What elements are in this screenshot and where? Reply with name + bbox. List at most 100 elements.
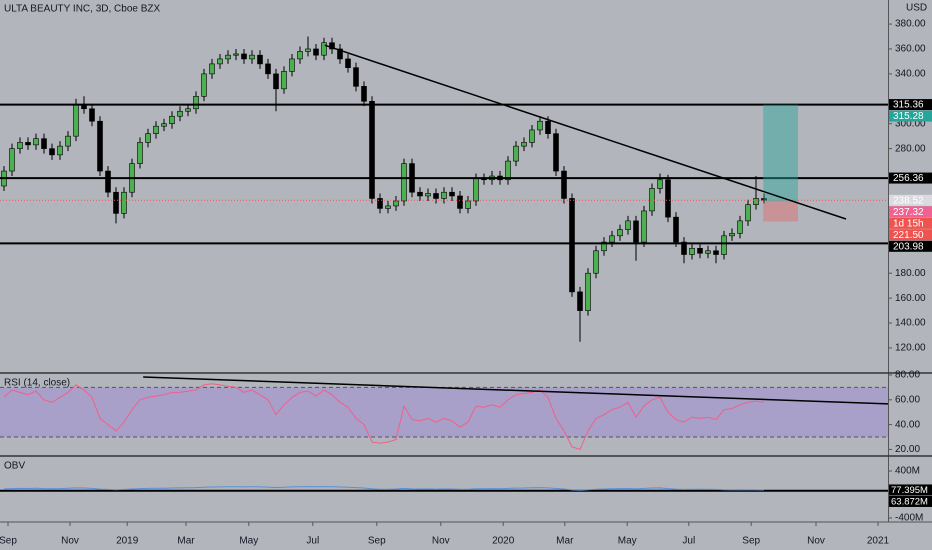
position-profit	[763, 104, 798, 202]
candle-body	[393, 200, 399, 207]
y-tick-label: -400M	[895, 513, 923, 524]
candle-body	[41, 138, 47, 149]
candle-body	[401, 163, 407, 202]
obv-badge-label: 63.872M	[891, 496, 928, 507]
candle-body	[201, 73, 207, 97]
candle-body	[529, 129, 535, 143]
x-tick-label: Nov	[61, 536, 79, 547]
candle-body	[89, 108, 95, 122]
y-tick-label: 20.00	[895, 444, 920, 455]
candle-body	[577, 291, 583, 311]
candle-body	[345, 58, 351, 68]
rsi-line	[3, 383, 765, 451]
price-badge	[889, 172, 932, 184]
candle-body	[585, 272, 591, 311]
candle-body	[761, 198, 767, 201]
price-badge	[889, 240, 932, 252]
candle-body	[329, 42, 335, 50]
candle-body	[185, 108, 191, 112]
y-tick-label: 60.00	[895, 394, 920, 405]
x-tick-label: Mar	[556, 536, 574, 547]
candle-body	[625, 220, 631, 230]
obv-badge	[889, 495, 932, 507]
candle-body	[385, 205, 391, 209]
price-badge	[889, 206, 932, 218]
price-badge	[889, 194, 932, 206]
trendline	[324, 44, 847, 220]
x-tick-label: Jul	[682, 536, 695, 547]
y-tick-label: 300.00	[895, 118, 926, 129]
x-tick-label: Sep	[368, 536, 386, 547]
candle-body	[265, 63, 271, 75]
candle-body	[273, 73, 279, 90]
y-tick-label: 280.00	[895, 143, 926, 154]
candle-body	[593, 250, 599, 274]
candle-body	[513, 145, 519, 162]
candle-body	[289, 58, 295, 72]
candle-body	[105, 170, 111, 193]
candle-body	[569, 198, 575, 293]
y-tick-label: 160.00	[895, 293, 926, 304]
x-tick-label: Sep	[0, 536, 17, 547]
y-tick-label: 140.00	[895, 318, 926, 329]
candle-body	[609, 235, 615, 243]
obv-line	[3, 486, 765, 491]
x-tick-label: Nov	[432, 536, 450, 547]
candle-body	[657, 179, 663, 189]
candle-body	[633, 220, 639, 243]
rsi-title: RSI (14, close)	[4, 378, 70, 389]
candle-body	[697, 247, 703, 254]
candle-body	[441, 191, 447, 199]
candle-body	[713, 250, 719, 255]
candle-body	[641, 210, 647, 243]
candle-body	[161, 123, 167, 127]
candle-body	[9, 148, 15, 172]
candle-body	[745, 204, 751, 222]
x-tick-label: Jul	[306, 536, 319, 547]
candle-body	[145, 133, 151, 143]
candle-body	[137, 142, 143, 164]
candle-body	[689, 247, 695, 255]
candle-body	[209, 63, 215, 75]
candle-body	[537, 120, 543, 131]
obv-title: OBV	[4, 461, 25, 472]
candle-body	[729, 233, 735, 237]
candle-body	[113, 191, 119, 214]
candle-body	[753, 198, 759, 205]
price-badge	[889, 217, 932, 229]
candle-body	[673, 216, 679, 243]
price-badge	[889, 99, 932, 111]
candle-body	[521, 142, 527, 147]
candle-body	[369, 100, 375, 199]
candle-body	[57, 145, 63, 156]
candle-body	[193, 96, 199, 110]
candle-body	[353, 67, 359, 87]
candle-body	[33, 138, 39, 146]
price-badge-label: 238.52	[893, 195, 924, 206]
candle-body	[617, 229, 623, 237]
x-tick-label: 2020	[492, 536, 515, 547]
candle-body	[337, 48, 343, 60]
y-tick-label: 40.00	[895, 419, 920, 430]
price-badge-label: 237.32	[893, 207, 924, 218]
candle-body	[321, 42, 327, 56]
x-tick-label: Nov	[807, 536, 825, 547]
chart-title: ULTA BEAUTY INC, 3D, Cboe BZX	[4, 4, 160, 15]
y-tick-label: 360.00	[895, 44, 926, 55]
candle-body	[257, 54, 263, 65]
candle-body	[377, 198, 383, 209]
position-loss	[763, 201, 798, 222]
rsi-band	[0, 387, 888, 438]
y-tick-label: 180.00	[895, 268, 926, 279]
candle-body	[433, 193, 439, 199]
obv-badge-label: 77.395M	[891, 485, 928, 496]
candle-body	[721, 235, 727, 255]
x-tick-label: May	[618, 536, 637, 547]
candle-body	[665, 179, 671, 218]
price-badge-label: 315.36	[893, 100, 924, 111]
candle-body	[233, 53, 239, 56]
candle-body	[249, 54, 255, 60]
candle-body	[97, 120, 103, 172]
